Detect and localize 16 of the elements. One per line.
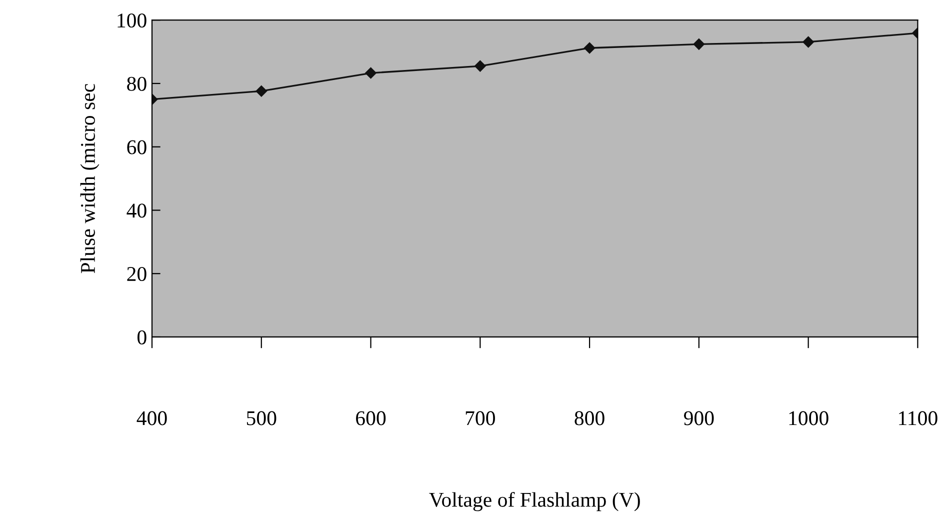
x-tick-label: 700 [466, 411, 495, 426]
x-tick-label: 400 [136, 411, 167, 426]
x-tick-label: 900 [684, 411, 714, 426]
x-tick-label: 800 [574, 411, 604, 426]
x-tick-label: 1100 [899, 411, 938, 426]
y-tick-label: 20 [127, 266, 146, 282]
y-tick-label: 0 [138, 330, 146, 344]
y-tick-label: 100 [118, 13, 146, 28]
y-axis-title: Pluse width (micro sec [80, 84, 100, 274]
x-tick-label: 500 [246, 411, 276, 426]
y-tick-label: 40 [126, 204, 146, 218]
x-axis-title: Voltage of Flashlamp (V) [429, 492, 640, 512]
x-tick-label: 600 [356, 411, 386, 426]
y-tick-label: 60 [127, 140, 146, 154]
x-tick-label: 1000 [789, 411, 828, 426]
y-tick-label: 80 [127, 76, 146, 91]
